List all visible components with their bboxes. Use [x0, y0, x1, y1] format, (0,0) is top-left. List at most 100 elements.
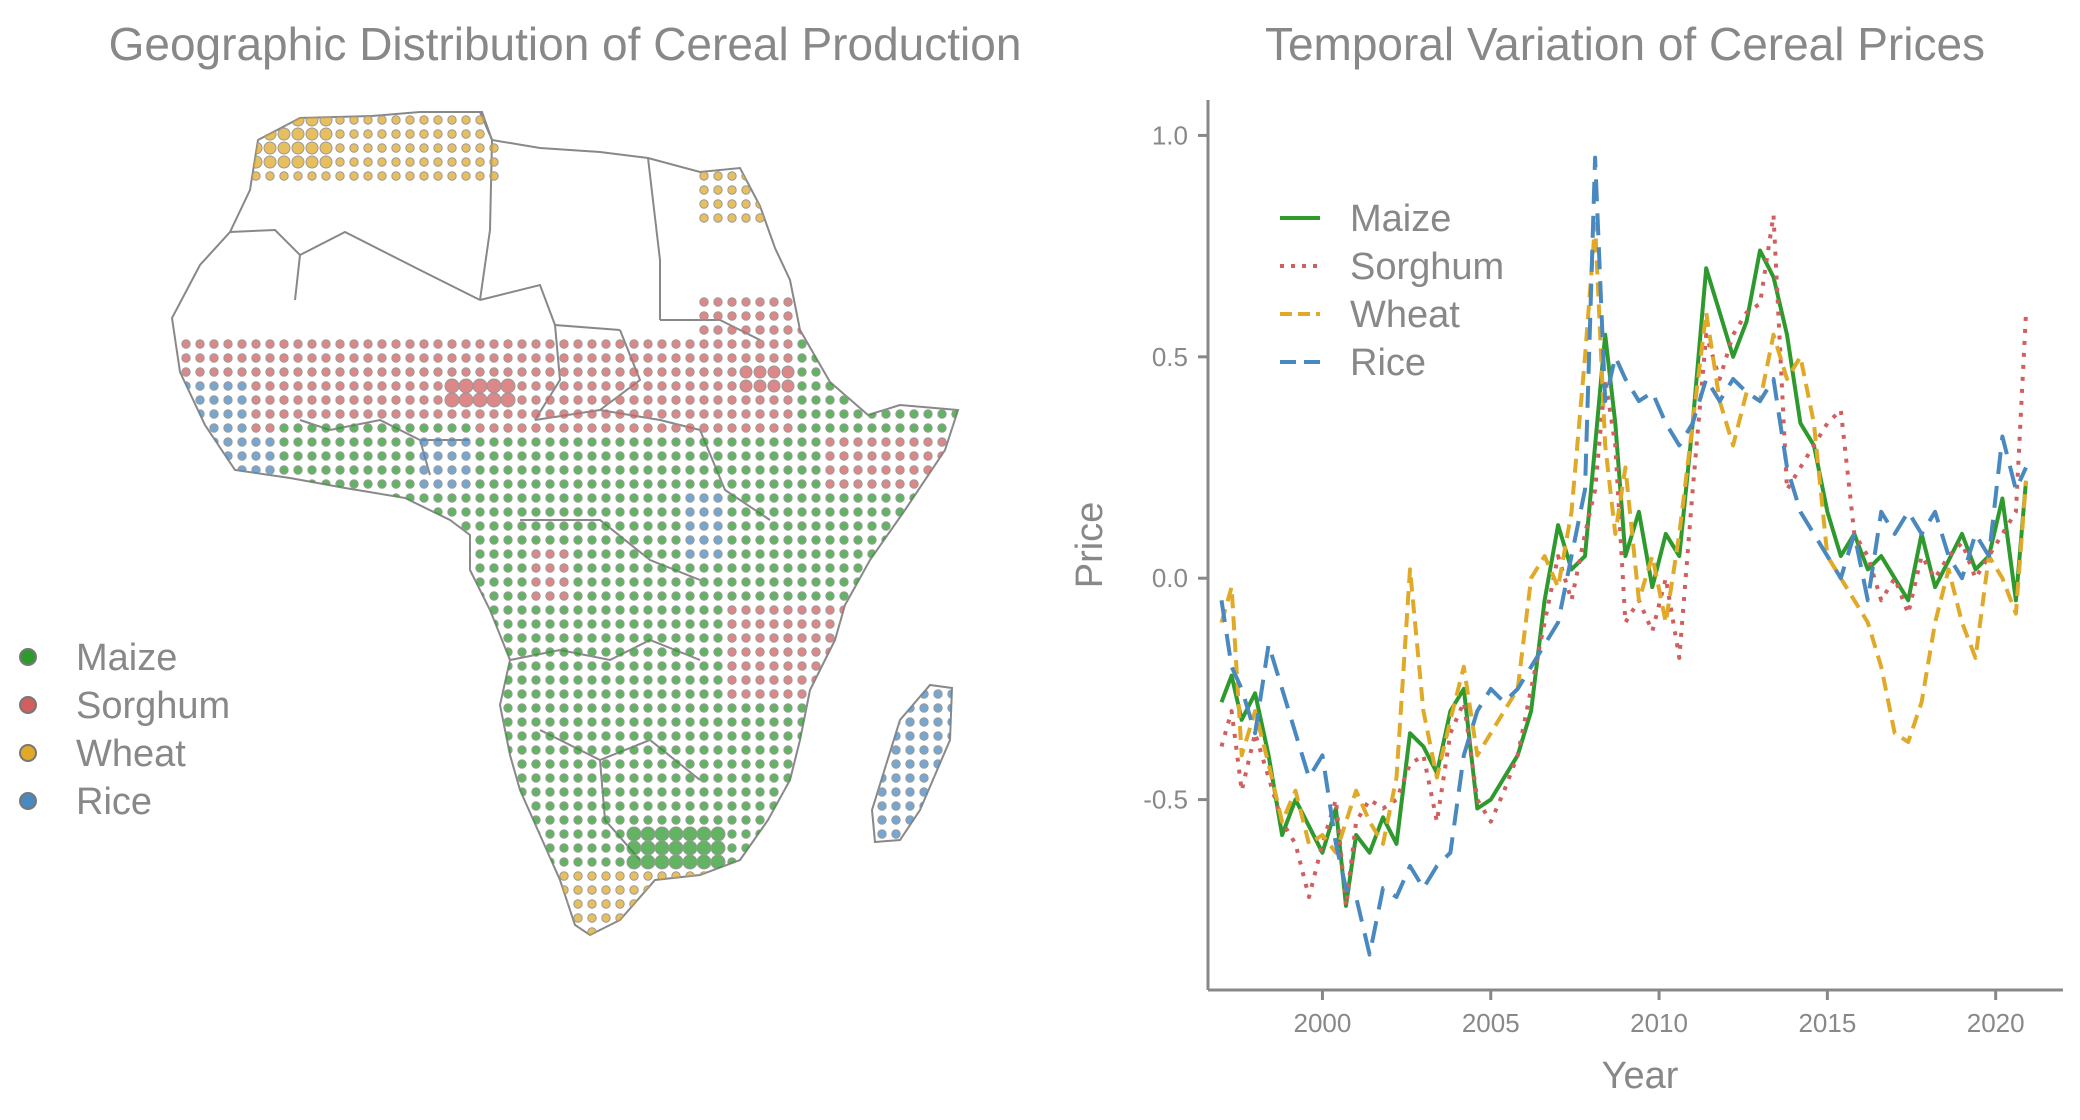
- production-dot: [895, 129, 905, 139]
- production-dot: [753, 379, 767, 393]
- production-dot: [696, 826, 712, 842]
- production-dot: [909, 535, 919, 545]
- production-dot: [895, 213, 905, 223]
- production-dot: [741, 339, 751, 349]
- production-dot: [615, 927, 625, 935]
- production-dot: [853, 521, 863, 531]
- production-dot: [699, 927, 709, 935]
- production-dot: [195, 801, 205, 811]
- production-dot: [517, 661, 527, 671]
- production-dot: [251, 829, 261, 839]
- y-tick-label: -0.5: [1143, 785, 1188, 815]
- production-dot: [713, 479, 723, 489]
- production-dot: [601, 367, 611, 377]
- production-dot: [615, 871, 625, 881]
- production-dot: [279, 465, 289, 475]
- production-dot: [503, 409, 513, 419]
- production-dot: [909, 899, 919, 909]
- production-dot: [349, 143, 359, 153]
- production-dot: [181, 787, 191, 797]
- production-dot: [433, 773, 443, 783]
- production-dot: [783, 591, 793, 601]
- production-dot: [223, 647, 233, 657]
- production-dot: [727, 171, 737, 181]
- production-dot: [629, 605, 639, 615]
- production-dot: [867, 423, 877, 433]
- production-dot: [713, 745, 723, 755]
- production-dot: [461, 465, 471, 475]
- production-dot: [209, 731, 219, 741]
- production-dot: [825, 619, 835, 629]
- production-dot: [335, 465, 345, 475]
- production-dot: [923, 843, 933, 853]
- production-dot: [905, 759, 915, 769]
- production-dot: [263, 127, 277, 141]
- production-dot: [391, 157, 401, 167]
- production-dot: [867, 843, 877, 853]
- production-dot: [279, 675, 289, 685]
- production-dot: [755, 605, 765, 615]
- production-dot: [727, 829, 737, 839]
- production-dot: [237, 661, 247, 671]
- production-dot: [587, 689, 597, 699]
- production-dot: [685, 563, 695, 573]
- production-dot: [307, 353, 317, 363]
- production-dot: [461, 605, 471, 615]
- production-dot: [643, 731, 653, 741]
- production-dot: [741, 801, 751, 811]
- production-dot: [881, 913, 891, 923]
- production-dot: [475, 885, 485, 895]
- production-dot: [349, 353, 359, 363]
- production-dot: [293, 395, 303, 405]
- production-dot: [951, 129, 958, 139]
- production-dot: [489, 689, 499, 699]
- production-dot: [769, 787, 779, 797]
- production-dot: [699, 633, 709, 643]
- production-dot: [251, 787, 261, 797]
- production-dot: [853, 451, 863, 461]
- production-dot: [251, 395, 261, 405]
- production-dot: [517, 927, 527, 935]
- production-dot: [895, 143, 905, 153]
- production-dot: [825, 717, 835, 727]
- production-dot: [601, 703, 611, 713]
- production-dot: [755, 185, 765, 195]
- border: [509, 638, 701, 662]
- production-dot: [307, 367, 317, 377]
- production-dot: [181, 591, 191, 601]
- production-dot: [671, 381, 681, 391]
- production-dot: [405, 339, 415, 349]
- production-dot: [853, 479, 863, 489]
- production-dot: [475, 717, 485, 727]
- production-dot: [783, 437, 793, 447]
- production-dot: [377, 885, 387, 895]
- production-dot: [545, 423, 555, 433]
- production-dot: [209, 577, 219, 587]
- production-dot: [685, 717, 695, 727]
- production-dot: [825, 689, 835, 699]
- production-dot: [909, 311, 919, 321]
- production-dot: [867, 129, 877, 139]
- production-dot: [223, 507, 233, 517]
- production-dot: [237, 339, 247, 349]
- production-dot: [531, 731, 541, 741]
- production-dot: [419, 171, 429, 181]
- production-dot: [172, 927, 177, 935]
- production-dot: [461, 507, 471, 517]
- production-dot: [727, 311, 737, 321]
- production-dot: [349, 395, 359, 405]
- production-dot: [321, 661, 331, 671]
- production-dot: [363, 899, 373, 909]
- production-dot: [545, 815, 555, 825]
- production-dot: [419, 731, 429, 741]
- production-dot: [265, 773, 275, 783]
- production-dot: [797, 185, 807, 195]
- production-dot: [433, 563, 443, 573]
- production-dot: [279, 647, 289, 657]
- production-dot: [363, 605, 373, 615]
- production-dot: [671, 493, 681, 503]
- production-dot: [489, 507, 499, 517]
- production-dot: [391, 451, 401, 461]
- production-dot: [237, 871, 247, 881]
- production-dot: [377, 605, 387, 615]
